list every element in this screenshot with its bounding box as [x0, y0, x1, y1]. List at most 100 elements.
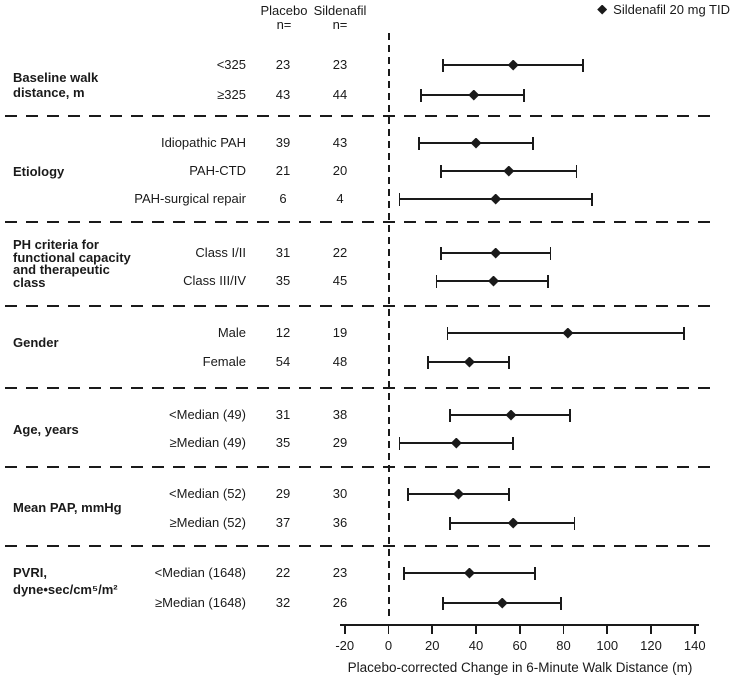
- ci-lower-cap: [448, 408, 451, 422]
- row-label: ≥325: [217, 87, 246, 102]
- placebo-n-value: 43: [275, 87, 291, 102]
- group-label: Age, years: [13, 422, 79, 437]
- x-axis-tick: [475, 624, 477, 634]
- ci-lower-cap: [420, 88, 423, 102]
- x-axis-tick-label: 80: [556, 638, 571, 653]
- sildenafil-n-value: 19: [332, 325, 348, 340]
- sildenafil-n-value: 45: [332, 273, 348, 288]
- ci-upper-cap: [534, 566, 536, 580]
- placebo-n-value: 6: [279, 191, 287, 206]
- placebo-n-value: 31: [275, 245, 291, 260]
- ci-upper-cap: [682, 326, 685, 340]
- placebo-n-value: 23: [275, 57, 291, 72]
- ci-upper-cap: [591, 192, 593, 206]
- point-estimate-diamond: [562, 327, 574, 339]
- x-axis-tick-label: -20: [335, 638, 355, 653]
- ci-upper-cap: [569, 408, 571, 422]
- sildenafil-n-value: 30: [332, 486, 348, 501]
- sildenafil-n-value: 22: [332, 245, 348, 260]
- point-estimate-diamond: [470, 137, 482, 149]
- group-label: functional capacity: [13, 249, 131, 265]
- row-label: PAH-surgical repair: [134, 191, 246, 206]
- ci-upper-cap: [547, 274, 550, 288]
- x-axis-tick: [693, 624, 696, 634]
- placebo-n-value: 54: [275, 354, 291, 369]
- placebo-n-value: 12: [275, 325, 291, 340]
- group-label: PH criteria for: [13, 237, 99, 252]
- sildenafil-n-value: 44: [332, 87, 348, 102]
- row-label: ≥Median (52): [169, 515, 246, 530]
- ci-lower-cap: [398, 436, 401, 450]
- group-label: Baseline walk: [13, 70, 99, 85]
- row-label: <Median (1648): [154, 565, 246, 580]
- ci-upper-cap: [573, 516, 576, 530]
- point-estimate-diamond: [453, 488, 464, 500]
- legend-label: Sildenafil 20 mg TID: [613, 2, 730, 17]
- ci-lower-cap: [448, 516, 451, 530]
- x-axis-tick-label: 100: [596, 638, 619, 653]
- row-label: ≥Median (1648): [155, 595, 246, 610]
- point-estimate-diamond: [507, 59, 519, 71]
- x-axis-tick: [650, 624, 652, 634]
- ci-upper-cap: [523, 88, 525, 102]
- ci-lower-cap: [442, 58, 445, 72]
- group-label: distance, m: [13, 84, 85, 100]
- ci-upper-cap: [560, 596, 563, 610]
- section-separator-line: [5, 387, 719, 389]
- row-label: <Median (52): [169, 486, 246, 501]
- diamond-marker-icon: [597, 4, 608, 15]
- sildenafil-n-value: 23: [332, 57, 348, 72]
- group-label: dyne•sec/cm⁵/m²: [13, 581, 118, 597]
- group-label: class: [13, 274, 46, 290]
- ci-lower-cap: [418, 136, 420, 150]
- placebo-n-value: 35: [275, 273, 291, 288]
- point-estimate-diamond: [463, 356, 475, 368]
- point-estimate-diamond: [505, 409, 517, 421]
- placebo-n-value: 37: [275, 515, 291, 530]
- group-label: Mean PAP, mmHg: [13, 500, 122, 515]
- group-label: Gender: [13, 335, 59, 350]
- placebo-header-label: Placebo: [260, 3, 308, 18]
- x-axis-title: Placebo-corrected Change in 6-Minute Wal…: [347, 660, 693, 675]
- ci-lower-cap: [435, 274, 438, 288]
- sildenafil-n-value: 20: [332, 163, 348, 178]
- placebo-n-value: 29: [275, 486, 291, 501]
- ci-upper-cap: [582, 58, 585, 72]
- sildenafil-n-value: 23: [332, 565, 348, 580]
- point-estimate-diamond: [496, 597, 508, 609]
- point-estimate-diamond: [463, 567, 475, 579]
- point-estimate-diamond: [450, 437, 462, 449]
- sildenafil-n-value: 48: [332, 354, 348, 369]
- ci-lower-cap: [442, 596, 445, 610]
- point-estimate-diamond: [503, 165, 515, 177]
- row-label: ≥Median (49): [169, 435, 246, 450]
- ci-upper-cap: [507, 487, 510, 501]
- section-separator-line: [5, 545, 719, 547]
- ci-lower-cap: [398, 192, 401, 206]
- sildenafil-n-value: 43: [332, 135, 348, 150]
- x-axis-tick: [518, 624, 521, 634]
- placebo-n-value: 22: [275, 565, 291, 580]
- row-label: Female: [202, 354, 246, 369]
- sildenafil-n-value: 26: [332, 595, 348, 610]
- sildenafil-n-value: 36: [332, 515, 348, 530]
- x-axis-tick: [606, 624, 609, 634]
- group-label: Etiology: [13, 164, 65, 179]
- section-separator-line: [5, 115, 719, 117]
- sildenafil-n-value: 29: [332, 435, 348, 450]
- x-axis-tick-label: 40: [468, 638, 484, 653]
- x-axis-tick-label: 140: [683, 638, 706, 653]
- ci-upper-cap: [575, 164, 578, 178]
- point-estimate-diamond: [507, 517, 519, 529]
- group-label: and therapeutic: [13, 262, 110, 278]
- ci-upper-cap: [549, 246, 552, 260]
- point-estimate-diamond: [468, 89, 480, 101]
- section-separator-line: [5, 466, 719, 468]
- placebo-n-value: 32: [275, 595, 291, 610]
- x-axis-tick: [343, 624, 346, 634]
- point-estimate-diamond: [488, 275, 499, 287]
- x-axis-tick-label: 0: [384, 638, 393, 653]
- placebo-n-value: 39: [275, 135, 291, 150]
- ci-upper-cap: [532, 136, 534, 150]
